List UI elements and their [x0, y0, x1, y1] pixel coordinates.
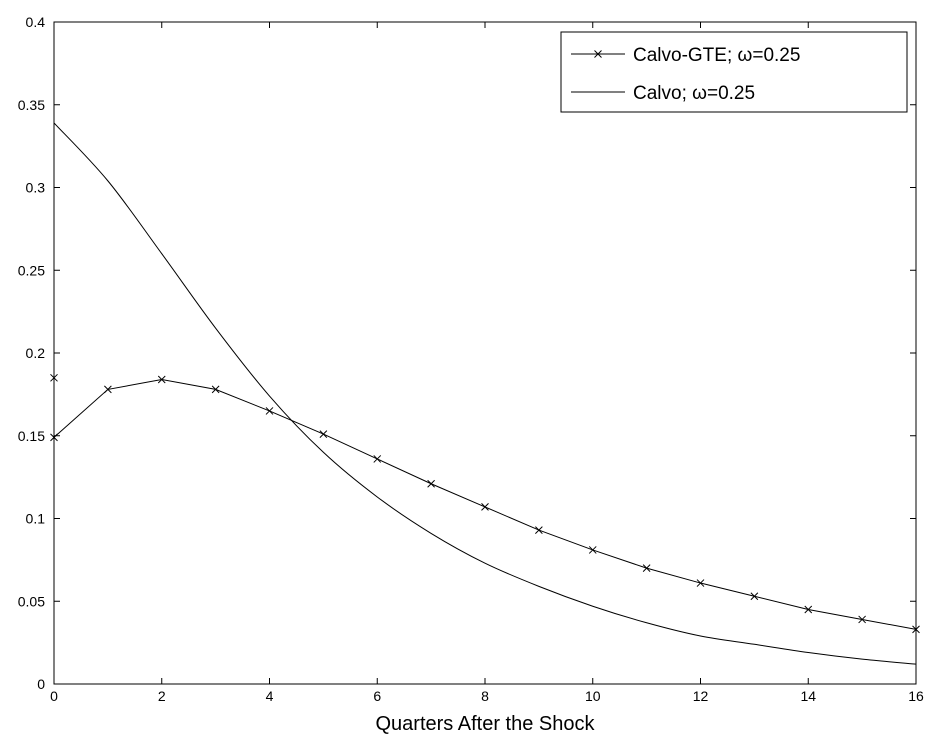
x-tick-label: 8 — [481, 688, 489, 704]
data-point — [912, 625, 920, 634]
legend-label: Calvo-GTE; ω=0.25 — [633, 45, 800, 66]
x-axis-title: Quarters After the Shock — [376, 713, 596, 735]
x-tick-label: 14 — [800, 688, 816, 704]
data-point — [858, 615, 866, 624]
marker-stroke — [211, 385, 220, 394]
annotation-marker — [50, 373, 58, 382]
marker-stroke — [588, 546, 597, 554]
marker-stroke — [535, 526, 543, 534]
marker-stroke — [481, 503, 489, 511]
y-tick-label: 0.4 — [26, 14, 46, 30]
data-point — [535, 526, 543, 534]
x-tick-label: 2 — [158, 688, 166, 704]
marker-stroke — [157, 375, 166, 384]
legend-box — [560, 31, 908, 113]
data-point — [750, 592, 759, 601]
marker-stroke — [594, 50, 602, 58]
marker-stroke — [642, 564, 651, 573]
y-tick-label: 0.3 — [26, 180, 46, 196]
marker-stroke — [858, 615, 866, 624]
data-point — [588, 546, 597, 554]
legend-label: Calvo; ω=0.25 — [633, 83, 755, 104]
data-point — [211, 385, 220, 394]
marker-stroke — [50, 433, 58, 442]
marker-stroke — [750, 592, 759, 601]
annotation-layer — [50, 373, 58, 382]
data-point — [104, 385, 112, 394]
data-point — [696, 579, 705, 587]
data-point — [319, 430, 328, 438]
x-tick-label: 4 — [266, 688, 274, 704]
legend-swatch-marker — [594, 50, 602, 58]
y-tick-label: 0.2 — [26, 345, 46, 361]
data-point — [804, 605, 813, 614]
marker-stroke — [50, 373, 58, 382]
plot-area — [53, 21, 917, 685]
marker-stroke — [912, 625, 920, 634]
y-tick-label: 0.35 — [18, 97, 45, 113]
x-tick-label: 6 — [373, 688, 381, 704]
data-point — [642, 564, 651, 573]
legend-items: Calvo-GTE; ω=0.25 Calvo; ω=0.25 — [571, 45, 800, 104]
series-1 — [53, 122, 917, 665]
marker-stroke — [373, 455, 382, 463]
data-point — [481, 503, 489, 511]
marker-stroke — [696, 579, 705, 587]
data-point — [373, 455, 382, 463]
legend-item-1: Calvo; ω=0.25 — [571, 83, 755, 104]
series-0 — [50, 375, 920, 634]
marker-stroke — [427, 479, 435, 488]
y-tick-label: 0.15 — [18, 428, 45, 444]
y-tick-label: 0.1 — [26, 511, 46, 527]
y-tick-label: 0.05 — [18, 593, 45, 609]
legend: Calvo-GTE; ω=0.25 Calvo; ω=0.25 — [560, 31, 908, 113]
y-tick-label: 0.25 — [18, 262, 45, 278]
legend-item-0: Calvo-GTE; ω=0.25 — [571, 45, 800, 66]
x-tick-label: 12 — [693, 688, 709, 704]
x-tick-label: 0 — [50, 688, 58, 704]
data-point — [50, 433, 58, 442]
series-layer — [50, 122, 920, 665]
data-point — [265, 407, 274, 415]
x-tick-label: 10 — [585, 688, 601, 704]
data-point — [427, 479, 435, 488]
y-tick-label: 0 — [37, 676, 45, 692]
marker-stroke — [319, 430, 328, 438]
series-line — [53, 122, 917, 665]
marker-stroke — [265, 407, 274, 415]
ticks-layer: 0 2 4 6 8 10 12 14 16 0 0.05 0.1 0.15 0.2 0.25 0.3 0.35 0… — [18, 14, 924, 704]
data-point — [157, 375, 166, 384]
marker-stroke — [104, 385, 112, 394]
x-tick-label: 16 — [908, 688, 924, 704]
marker-stroke — [804, 605, 813, 614]
